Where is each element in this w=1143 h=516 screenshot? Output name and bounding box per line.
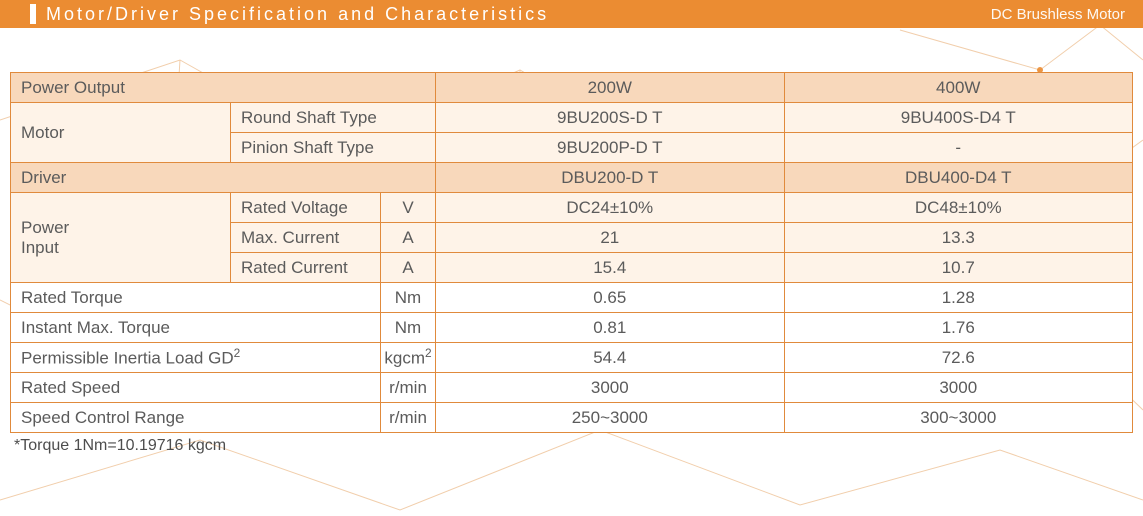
val-power-output-a: 200W: [436, 73, 784, 103]
label-rated-current: Rated Current: [231, 253, 381, 283]
unit-rated-voltage: V: [381, 193, 436, 223]
label-round-shaft: Round Shaft Type: [231, 103, 436, 133]
label-rated-torque: Rated Torque: [11, 283, 381, 313]
section-header: Motor/Driver Specification and Character…: [0, 0, 1143, 28]
val-power-output-b: 400W: [784, 73, 1132, 103]
label-rated-voltage: Rated Voltage: [231, 193, 381, 223]
label-rated-speed: Rated Speed: [11, 373, 381, 403]
row-speed-range: Speed Control Range r/min 250~3000 300~3…: [11, 403, 1133, 433]
label-motor: Motor: [11, 103, 231, 163]
unit-rated-current: A: [381, 253, 436, 283]
val-rated-current-a: 15.4: [436, 253, 784, 283]
row-driver: Driver DBU200-D T DBU400-D4 T: [11, 163, 1133, 193]
val-rated-voltage-b: DC48±10%: [784, 193, 1132, 223]
label-power-input: PowerInput: [11, 193, 231, 283]
spec-table: Power Output 200W 400W Motor Round Shaft…: [10, 72, 1133, 433]
val-rated-speed-a: 3000: [436, 373, 784, 403]
val-rated-speed-b: 3000: [784, 373, 1132, 403]
header-mark-icon: [30, 4, 36, 24]
unit-rated-torque: Nm: [381, 283, 436, 313]
unit-speed-range: r/min: [381, 403, 436, 433]
row-motor-round: Motor Round Shaft Type 9BU200S-D T 9BU40…: [11, 103, 1133, 133]
label-power-output: Power Output: [11, 73, 436, 103]
unit-max-current: A: [381, 223, 436, 253]
row-rated-torque: Rated Torque Nm 0.65 1.28: [11, 283, 1133, 313]
label-instant-max-torque: Instant Max. Torque: [11, 313, 381, 343]
val-instant-max-torque-b: 1.76: [784, 313, 1132, 343]
val-max-current-a: 21: [436, 223, 784, 253]
label-pinion-shaft: Pinion Shaft Type: [231, 133, 436, 163]
val-inertia-a: 54.4: [436, 343, 784, 373]
val-round-a: 9BU200S-D T: [436, 103, 784, 133]
row-rated-voltage: PowerInput Rated Voltage V DC24±10% DC48…: [11, 193, 1133, 223]
val-inertia-b: 72.6: [784, 343, 1132, 373]
row-rated-speed: Rated Speed r/min 3000 3000: [11, 373, 1133, 403]
val-round-b: 9BU400S-D4 T: [784, 103, 1132, 133]
unit-inertia: kgcm2: [381, 343, 436, 373]
header-badge: DC Brushless Motor: [991, 6, 1143, 23]
val-rated-torque-b: 1.28: [784, 283, 1132, 313]
label-driver: Driver: [11, 163, 436, 193]
val-speed-range-a: 250~3000: [436, 403, 784, 433]
val-rated-current-b: 10.7: [784, 253, 1132, 283]
val-pinion-b: -: [784, 133, 1132, 163]
unit-rated-speed: r/min: [381, 373, 436, 403]
val-pinion-a: 9BU200P-D T: [436, 133, 784, 163]
val-max-current-b: 13.3: [784, 223, 1132, 253]
val-driver-a: DBU200-D T: [436, 163, 784, 193]
row-instant-max-torque: Instant Max. Torque Nm 0.81 1.76: [11, 313, 1133, 343]
label-max-current: Max. Current: [231, 223, 381, 253]
footnote: *Torque 1Nm=10.19716 kgcm: [14, 437, 1133, 455]
val-instant-max-torque-a: 0.81: [436, 313, 784, 343]
val-speed-range-b: 300~3000: [784, 403, 1132, 433]
val-rated-torque-a: 0.65: [436, 283, 784, 313]
unit-instant-max-torque: Nm: [381, 313, 436, 343]
spec-table-container: Power Output 200W 400W Motor Round Shaft…: [10, 72, 1133, 455]
val-driver-b: DBU400-D4 T: [784, 163, 1132, 193]
label-inertia: Permissible Inertia Load GD2: [11, 343, 381, 373]
row-power-output: Power Output 200W 400W: [11, 73, 1133, 103]
val-rated-voltage-a: DC24±10%: [436, 193, 784, 223]
row-inertia: Permissible Inertia Load GD2 kgcm2 54.4 …: [11, 343, 1133, 373]
label-speed-range: Speed Control Range: [11, 403, 381, 433]
header-title: Motor/Driver Specification and Character…: [46, 4, 991, 25]
